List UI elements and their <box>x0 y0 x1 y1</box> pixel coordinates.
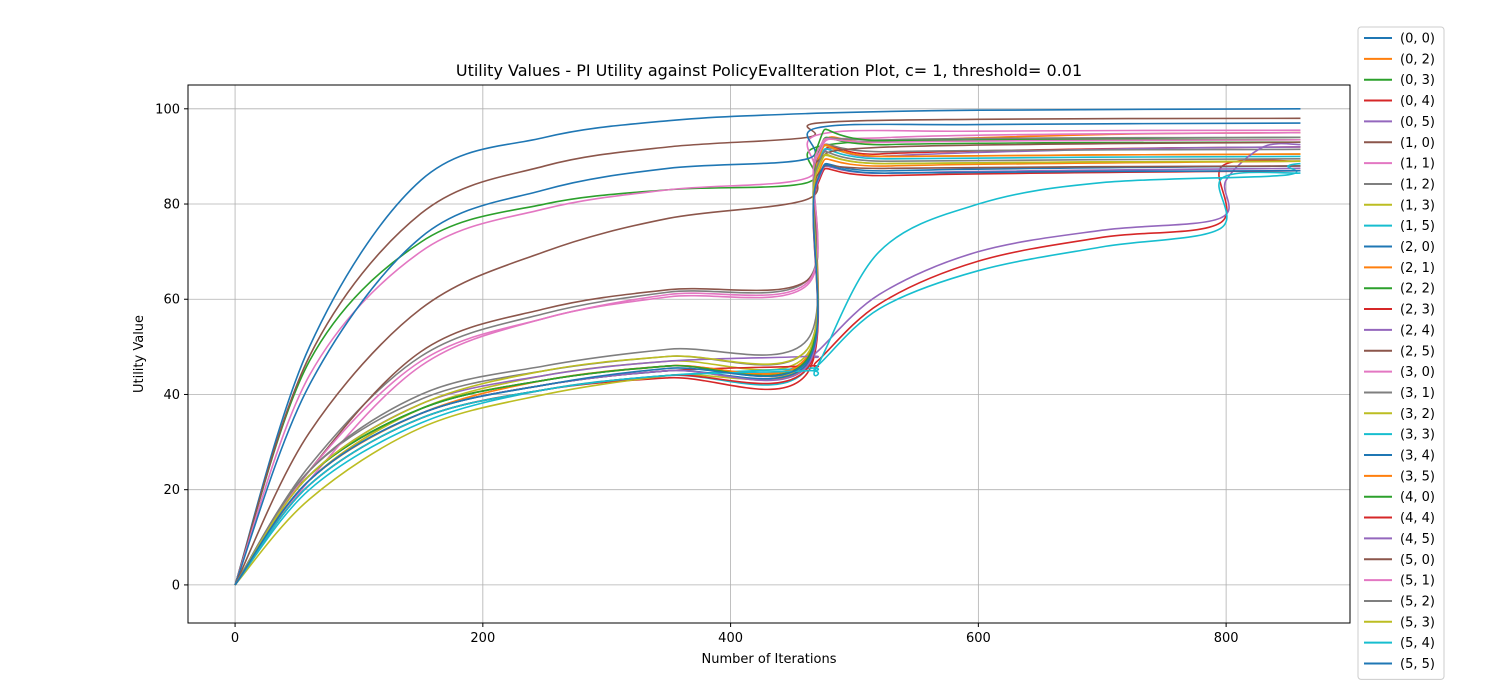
legend-label: (0, 0) <box>1400 32 1435 47</box>
legend-label: (4, 4) <box>1400 511 1435 526</box>
legend: (0, 0) (0, 2) (0, 3) (0, 4) (0, 5) (1, 0) (1, … <box>1357 26 1445 680</box>
y-axis-ticks: 0 20 40 60 80 100 <box>155 102 188 593</box>
legend-label: (5, 4) <box>1400 636 1435 651</box>
legend-label: (3, 5) <box>1400 469 1435 484</box>
legend-label: (3, 1) <box>1400 386 1435 401</box>
legend-label: (3, 0) <box>1400 365 1435 380</box>
y-tick-label: 40 <box>163 388 180 403</box>
y-tick-label: 80 <box>163 198 180 213</box>
legend-label: (1, 0) <box>1400 136 1435 151</box>
series-line-30 <box>234 163 1301 586</box>
legend-label: (5, 2) <box>1400 594 1435 609</box>
legend-label: (1, 1) <box>1400 157 1435 172</box>
legend-label: (3, 4) <box>1400 449 1435 464</box>
plot-area <box>188 85 1350 623</box>
y-tick-label: 20 <box>163 483 180 498</box>
series-line-15 <box>234 141 1301 586</box>
series-line-19 <box>234 171 1301 586</box>
series-line-10 <box>234 122 1301 586</box>
legend-label: (1, 2) <box>1400 177 1435 192</box>
x-tick-label: 0 <box>231 631 239 646</box>
series-line-6 <box>234 129 1301 586</box>
legend-label: (2, 3) <box>1400 303 1435 318</box>
legend-label: (0, 2) <box>1400 52 1435 67</box>
series-layer <box>234 108 1301 586</box>
series-line-0 <box>234 108 1301 586</box>
legend-label: (5, 5) <box>1400 657 1435 672</box>
legend-label: (5, 3) <box>1400 615 1435 630</box>
legend-label: (3, 2) <box>1400 407 1435 422</box>
y-axis-label: Utility Value <box>132 315 147 393</box>
y-tick-label: 60 <box>163 293 180 308</box>
x-tick-label: 200 <box>470 631 495 646</box>
legend-label: (1, 3) <box>1400 198 1435 213</box>
legend-label: (4, 0) <box>1400 490 1435 505</box>
legend-label: (2, 5) <box>1400 344 1435 359</box>
series-line-29 <box>234 162 1301 586</box>
series-line-16 <box>234 131 1301 586</box>
legend-label: (2, 1) <box>1400 261 1435 276</box>
legend-frame <box>1357 26 1445 680</box>
chart-title: Utility Values - PI Utility against Poli… <box>456 61 1082 80</box>
y-tick-label: 100 <box>155 102 180 117</box>
y-tick-label: 0 <box>172 578 180 593</box>
series-line-25 <box>234 164 1301 586</box>
legend-label: (4, 5) <box>1400 532 1435 547</box>
x-tick-label: 800 <box>1214 631 1239 646</box>
plot-frame <box>187 84 1351 624</box>
legend-label: (5, 0) <box>1400 553 1435 568</box>
x-tick-label: 400 <box>718 631 743 646</box>
legend-label: (0, 5) <box>1400 115 1435 130</box>
legend-label: (2, 2) <box>1400 282 1435 297</box>
legend-label: (3, 3) <box>1400 428 1435 443</box>
legend-label: (0, 4) <box>1400 94 1435 109</box>
series-line-28 <box>234 154 1301 586</box>
series-line-27 <box>234 150 1301 586</box>
legend-label: (1, 5) <box>1400 219 1435 234</box>
legend-label: (5, 1) <box>1400 574 1435 589</box>
legend-label: (2, 0) <box>1400 240 1435 255</box>
legend-label: (0, 3) <box>1400 73 1435 88</box>
x-tick-label: 600 <box>966 631 991 646</box>
series-line-26 <box>234 137 1301 586</box>
series-line-5 <box>234 117 1301 586</box>
x-axis-ticks: 0 200 400 600 800 <box>231 623 1239 646</box>
legend-label: (2, 4) <box>1400 323 1435 338</box>
x-axis-label: Number of Iterations <box>702 652 837 667</box>
